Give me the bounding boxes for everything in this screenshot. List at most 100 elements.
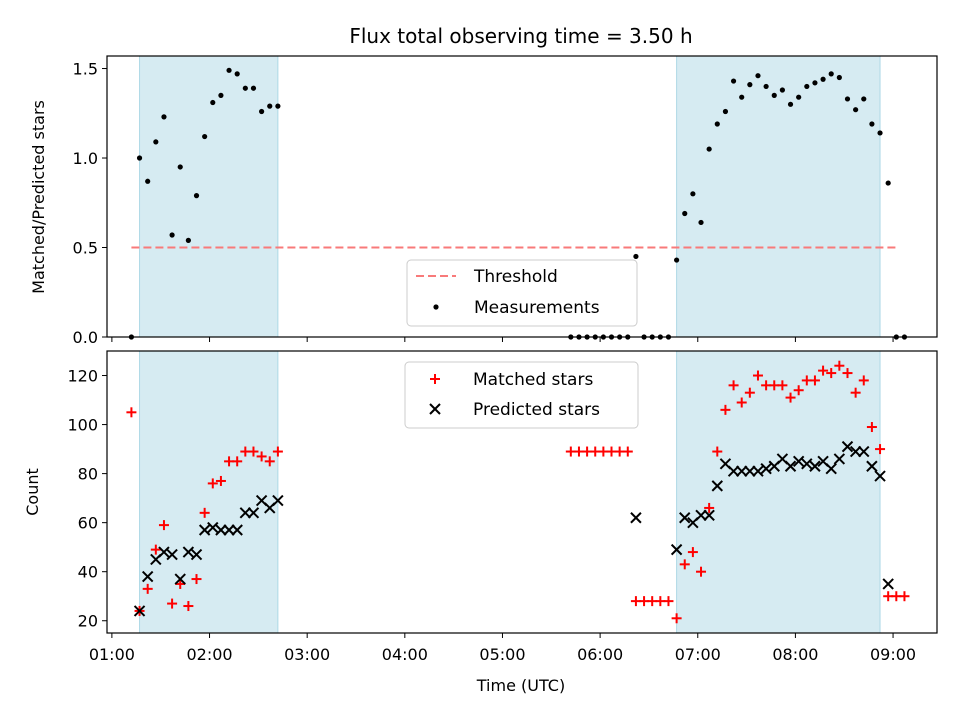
predicted-stars-mark (841, 440, 854, 453)
predicted-stars-mark (752, 465, 764, 477)
predicted-stars-point (711, 480, 724, 492)
matched-stars-point (793, 385, 804, 396)
measurement-point (828, 71, 834, 77)
predicted-stars-point (695, 509, 707, 522)
measurement-point (861, 96, 867, 102)
measurement-point (250, 85, 257, 91)
top-legend-box (406, 259, 638, 327)
measurement-point (275, 103, 281, 109)
measurement-point (674, 257, 680, 263)
bottom-y-axis-label: Count (23, 468, 42, 516)
top-shaded-interval (139, 56, 278, 337)
legend-matched-label: Matched stars (473, 370, 593, 390)
predicted-stars-mark (784, 460, 797, 472)
predicted-stars-mark (825, 462, 837, 475)
x-tick-label: 02:00 (186, 645, 232, 664)
matched-stars-point (744, 387, 755, 398)
x-tick-label: 09:00 (870, 645, 916, 664)
predicted-stars-point (784, 460, 797, 472)
bottom-y-tick-label: 120 (67, 367, 98, 386)
predicted-stars-point (833, 453, 846, 465)
bottom-shaded-interval (139, 351, 278, 633)
predicted-stars-point (866, 460, 878, 472)
predicted-stars-point (849, 445, 862, 458)
measurement-point (210, 99, 216, 106)
predicted-stars-mark (809, 460, 821, 472)
legend-predicted-swatch (429, 403, 441, 415)
measurement-point (812, 80, 818, 86)
matched-stars-point (728, 380, 739, 391)
predicted-stars-mark (695, 509, 707, 522)
measurement-point (779, 87, 785, 93)
matched-stars-point (704, 502, 715, 513)
bottom-legend-box (404, 361, 639, 429)
predicted-stars-point (882, 578, 894, 590)
predicted-stars-point (670, 543, 683, 556)
predicted-stars-mark (801, 458, 813, 470)
measurement-point (763, 83, 769, 90)
matched-stars-point (167, 598, 178, 609)
matched-stars-point (752, 370, 763, 381)
legend-measurements-label: Measurements (474, 298, 600, 318)
predicted-stars-point (703, 509, 715, 522)
predicted-stars-mark (133, 605, 146, 617)
x-tick-label: 08:00 (772, 645, 818, 664)
measurement-point (877, 130, 883, 136)
matched-stars-point (264, 456, 275, 467)
measurement-point (169, 232, 175, 238)
matched-stars-point (875, 444, 886, 455)
predicted-stars-mark (255, 494, 268, 507)
matched-stars-point (679, 559, 690, 570)
predicted-stars-mark (874, 470, 886, 482)
matched-stars-point (777, 380, 788, 391)
measurement-point (690, 191, 696, 197)
matched-stars-point (150, 544, 161, 555)
predicted-stars-mark (223, 524, 235, 536)
predicted-stars-point (239, 507, 252, 519)
predicted-stars-mark (158, 546, 170, 558)
matched-stars-point (850, 387, 861, 398)
predicted-stars-point (215, 524, 227, 536)
top-panel: 0.0 0.5 1.0 1.5 Threshold Measurements (73, 55, 938, 347)
matched-stars-point (818, 365, 829, 376)
matched-stars-point (191, 574, 202, 585)
matched-stars-point (809, 375, 820, 386)
predicted-stars-mark (711, 480, 724, 492)
chart-title: Flux total observing time = 3.50 h (349, 24, 692, 48)
x-tick-label: 07:00 (675, 645, 721, 664)
measurement-point (755, 73, 761, 79)
predicted-stars-mark (744, 465, 756, 477)
legend-matched-swatch (430, 374, 440, 384)
matched-stars-point (696, 566, 707, 577)
measurement-point (161, 114, 167, 120)
predicted-stars-point (247, 507, 260, 519)
measurement-point (722, 108, 729, 115)
measurement-point (234, 71, 240, 77)
measurement-point (259, 108, 265, 115)
measurement-point (185, 237, 191, 243)
predicted-stars-point (174, 573, 186, 585)
predicted-stars-mark (760, 462, 772, 475)
predicted-stars-point (133, 605, 146, 617)
top-y-tick-label: 0.5 (73, 239, 98, 258)
predicted-stars-mark (198, 524, 211, 536)
predicted-stars-point (735, 465, 748, 477)
measurement-point (714, 121, 720, 127)
matched-stars-point (866, 422, 877, 433)
matched-stars-point (842, 368, 853, 379)
measurement-point (193, 193, 200, 199)
predicted-stars-point (198, 524, 211, 536)
measurement-point (682, 210, 688, 217)
matched-stars-point (858, 375, 869, 386)
bottom-axes-frame (106, 350, 938, 634)
predicted-stars-point (874, 470, 886, 482)
measurement-point (633, 253, 639, 260)
measurement-point (739, 94, 745, 100)
matched-stars-point (207, 478, 218, 489)
matched-stars-point (248, 446, 259, 457)
predicted-stars-point (752, 465, 764, 477)
predicted-stars-mark (849, 445, 862, 458)
predicted-stars-mark (215, 524, 227, 536)
predicted-stars-point (158, 546, 170, 558)
